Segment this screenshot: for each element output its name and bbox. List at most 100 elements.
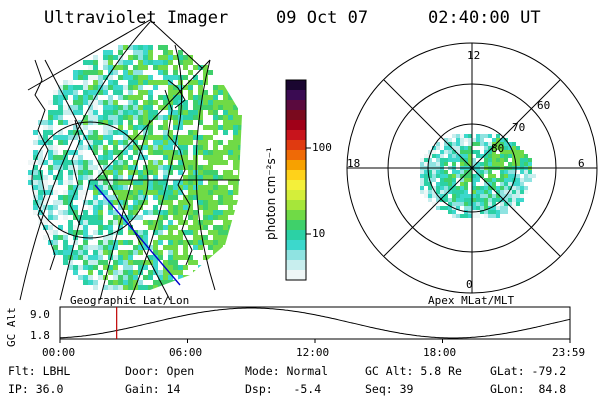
aurora-pixel — [98, 175, 103, 180]
aurora-pixel — [68, 260, 73, 265]
aurora-pixel — [168, 105, 173, 110]
aurora-pixel — [138, 245, 143, 250]
aurora-pixel — [133, 275, 138, 280]
aurora-pixel — [238, 135, 242, 140]
aurora-pixel — [73, 100, 78, 105]
aurora-pixel — [213, 235, 218, 240]
aurora-pixel — [193, 280, 198, 285]
aurora-pixel — [148, 220, 153, 225]
aurora-pixel — [233, 185, 238, 190]
aurora-pixel — [488, 186, 492, 190]
aurora-pixel — [53, 175, 58, 180]
aurora-pixel — [178, 210, 183, 215]
aurora-pixel — [133, 250, 138, 255]
aurora-pixel — [163, 105, 168, 110]
aurora-pixel — [193, 135, 198, 140]
aurora-pixel — [158, 105, 163, 110]
aurora-pixel — [118, 275, 123, 280]
aurora-pixel — [93, 250, 98, 255]
aurora-pixel — [468, 162, 472, 166]
aurora-pixel — [243, 120, 248, 125]
aurora-pixel — [208, 230, 213, 235]
aurora-pixel — [484, 154, 488, 158]
aurora-pixel — [93, 80, 98, 85]
aurora-pixel — [218, 215, 223, 220]
aurora-pixel — [113, 140, 118, 145]
aurora-pixel — [168, 225, 173, 230]
aurora-pixel — [492, 174, 496, 178]
aurora-pixel — [103, 260, 108, 265]
aurora-pixel — [168, 145, 173, 150]
aurora-pixel — [168, 280, 173, 285]
aurora-pixel — [532, 174, 536, 178]
aurora-pixel — [43, 200, 48, 205]
aurora-pixel — [243, 210, 248, 215]
aurora-pixel — [476, 154, 480, 158]
aurora-pixel — [33, 185, 38, 190]
aurora-pixel — [133, 145, 138, 150]
aurora-pixel — [228, 170, 233, 175]
aurora-pixel — [173, 180, 178, 185]
aurora-pixel — [83, 95, 88, 100]
aurora-pixel — [168, 160, 173, 165]
aurora-pixel — [178, 230, 183, 235]
aurora-pixel — [203, 125, 208, 130]
aurora-pixel — [158, 200, 163, 205]
aurora-pixel — [123, 105, 128, 110]
aurora-pixel — [213, 245, 218, 250]
aurora-pixel — [138, 120, 143, 125]
aurora-pixel — [118, 60, 123, 65]
aurora-pixel — [118, 110, 123, 115]
aurora-pixel — [98, 170, 103, 175]
aurora-pixel — [78, 245, 83, 250]
colorbar-band — [286, 110, 306, 121]
aurora-pixel — [178, 190, 183, 195]
aurora-pixel — [213, 160, 218, 165]
aurora-pixel — [128, 180, 133, 185]
aurora-pixel — [138, 180, 143, 185]
aurora-pixel — [93, 60, 98, 65]
aurora-pixel — [203, 185, 208, 190]
aurora-pixel — [436, 158, 440, 162]
aurora-pixel — [444, 198, 448, 202]
aurora-pixel — [208, 215, 213, 220]
aurora-pixel — [218, 240, 223, 245]
aurora-pixel — [428, 162, 432, 166]
aurora-pixel — [448, 138, 452, 142]
aurora-pixel — [163, 75, 168, 80]
aurora-pixel — [98, 100, 103, 105]
aurora-pixel — [484, 194, 488, 198]
aurora-pixel — [183, 255, 188, 260]
aurora-pixel — [468, 134, 472, 138]
aurora-pixel — [143, 240, 148, 245]
aurora-pixel — [183, 175, 188, 180]
aurora-pixel — [238, 170, 242, 175]
aurora-pixel — [158, 115, 163, 120]
aurora-pixel — [98, 160, 103, 165]
aurora-pixel — [43, 225, 48, 230]
aurora-pixel — [188, 90, 193, 95]
aurora-pixel — [33, 195, 38, 200]
aurora-pixel — [500, 210, 504, 214]
aurora-pixel — [213, 225, 218, 230]
aurora-pixel — [143, 245, 148, 250]
aurora-pixel — [188, 260, 193, 265]
aurora-pixel — [484, 182, 488, 186]
aurora-pixel — [128, 45, 133, 50]
aurora-pixel — [198, 115, 203, 120]
aurora-pixel — [93, 215, 98, 220]
aurora-pixel — [460, 198, 464, 202]
aurora-pixel — [163, 190, 168, 195]
aurora-pixel — [420, 190, 424, 194]
aurora-pixel — [128, 195, 133, 200]
aurora-pixel — [38, 190, 43, 195]
aurora-pixel — [428, 198, 432, 202]
aurora-pixel — [168, 75, 173, 80]
aurora-pixel — [103, 225, 108, 230]
aurora-pixel — [118, 205, 123, 210]
aurora-pixel — [83, 175, 88, 180]
aurora-pixel — [193, 80, 198, 85]
aurora-pixel — [198, 150, 203, 155]
aurora-pixel — [492, 182, 496, 186]
aurora-pixel — [113, 190, 118, 195]
